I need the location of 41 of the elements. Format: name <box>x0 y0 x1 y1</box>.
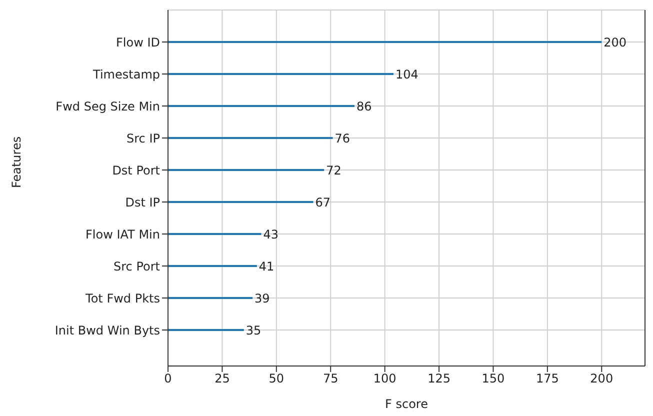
data-label: 35 <box>246 323 262 338</box>
y-tick-label: Src Port <box>114 259 160 274</box>
data-label: 76 <box>334 131 350 146</box>
y-tick-label: Src IP <box>126 131 160 146</box>
y-tick-label: Flow ID <box>116 35 160 50</box>
x-tick-label: 100 <box>373 372 396 386</box>
y-axis-title: Features <box>9 136 24 188</box>
data-label: 72 <box>326 163 342 178</box>
bar <box>168 137 333 139</box>
data-label: 86 <box>356 99 372 114</box>
x-tick-label: 0 <box>164 372 172 386</box>
bar <box>168 329 244 331</box>
data-label: 41 <box>258 259 274 274</box>
y-tick-label: Dst Port <box>112 163 160 178</box>
bar <box>168 297 253 299</box>
y-tick-label: Tot Fwd Pkts <box>84 291 160 306</box>
y-tick-label: Dst IP <box>125 195 160 210</box>
x-axis-title: F score <box>385 397 428 411</box>
bar <box>168 169 324 171</box>
bar <box>168 201 314 203</box>
x-tick-label: 25 <box>214 372 230 386</box>
data-label: 200 <box>604 35 627 50</box>
bar <box>168 233 262 235</box>
x-tick-label: 50 <box>268 372 284 386</box>
data-label: 39 <box>254 291 270 306</box>
data-label: 67 <box>315 195 331 210</box>
bar <box>168 73 394 75</box>
data-label: 104 <box>395 67 418 82</box>
data-label: 43 <box>263 227 279 242</box>
x-tick-label: 75 <box>322 372 338 386</box>
bar <box>168 265 257 267</box>
y-tick-label: Fwd Seg Size Min <box>56 99 160 114</box>
y-tick-label: Init Bwd Win Byts <box>54 323 160 338</box>
x-tick-label: 150 <box>482 372 505 386</box>
x-tick-label: 200 <box>590 372 614 386</box>
y-tick-label: Flow IAT Min <box>86 227 160 242</box>
x-tick-label: 125 <box>428 372 450 386</box>
bar <box>168 41 602 43</box>
y-tick-label: Timestamp <box>92 67 160 82</box>
bar <box>168 105 354 107</box>
x-tick-label: 175 <box>536 372 559 386</box>
